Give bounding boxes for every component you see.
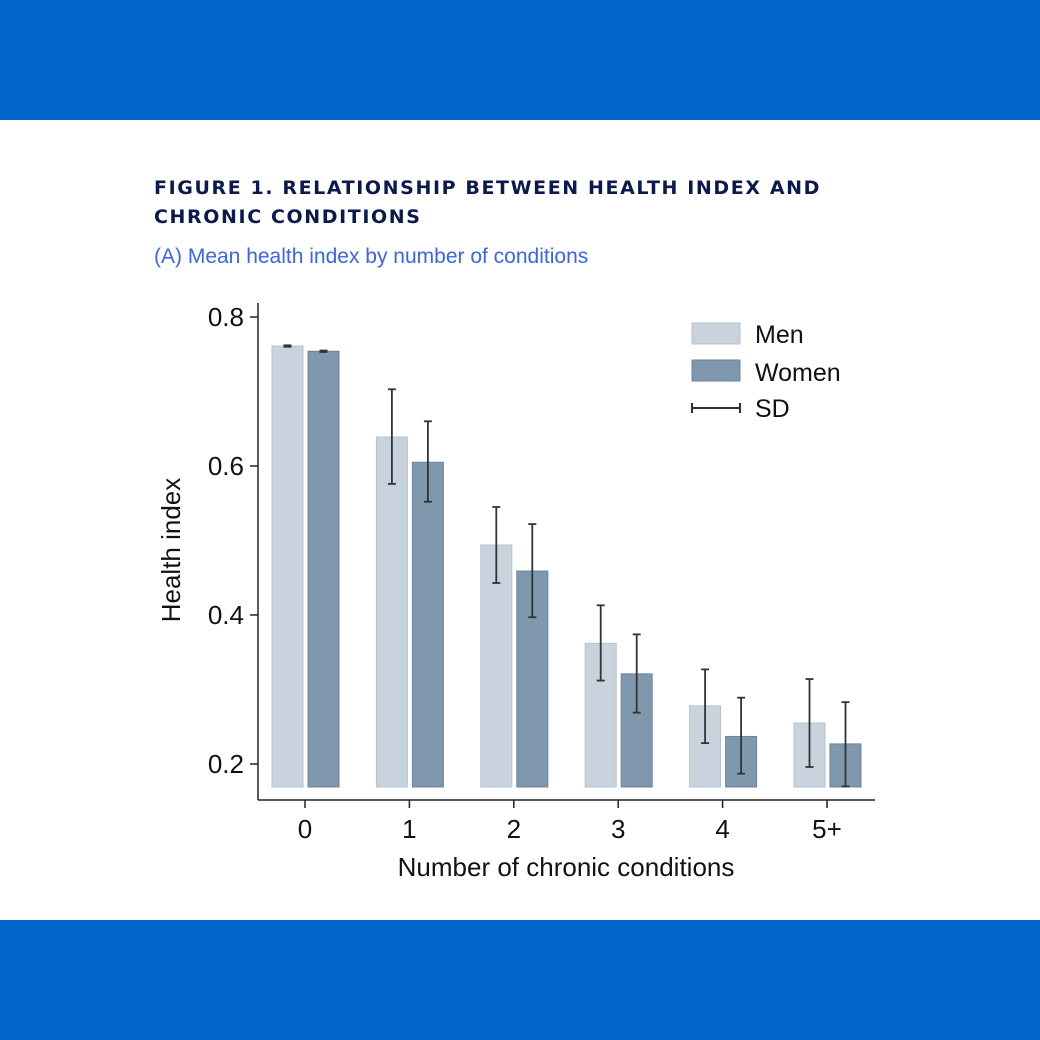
bar-men [271,345,304,788]
bottom-banner [0,920,1040,1040]
error-bar-men [701,668,710,745]
top-banner [0,0,1040,120]
error-bar-women [632,633,641,714]
figure-subtitle: (A) Mean health index by number of condi… [154,245,589,268]
error-bar-women [737,696,746,775]
y-tick-label: 0.8 [208,302,244,332]
error-bar-men [387,388,396,485]
error-bar-men [805,678,814,768]
y-tick-label: 0.2 [208,749,244,779]
error-bar-women [528,523,537,619]
error-bar-men [283,344,292,348]
x-axis-label: Number of chronic conditions [398,852,735,882]
x-tick-label: 3 [611,814,625,844]
x-tick-label: 2 [507,814,521,844]
bar-women [411,461,444,788]
legend-label-women: Women [755,359,841,387]
legend-swatch-women [691,359,741,382]
error-bar-men [596,604,605,682]
bar-women [307,350,340,788]
error-bar-women [841,701,850,788]
legend-sd-icon [691,403,741,413]
legend-label-men: Men [755,321,804,349]
legend-label-sd: SD [755,395,790,423]
bar-men [375,436,408,788]
error-bar-women [319,349,328,353]
y-tick-label: 0.4 [208,600,244,630]
x-tick-label: 5+ [812,814,842,844]
figure-title: FIGURE 1. RELATIONSHIP BETWEEN HEALTH IN… [154,177,822,228]
error-bar-men [492,506,501,584]
x-tick-label: 0 [298,814,312,844]
x-tick-label: 1 [402,814,416,844]
y-tick-label: 0.6 [208,451,244,481]
legend-swatch-men [691,322,741,345]
bar-men [480,544,513,788]
y-axis-label: Health index [156,478,186,623]
legend: Men Women SD [691,321,841,423]
x-tick-label: 4 [715,814,729,844]
error-bar-women [423,420,432,503]
